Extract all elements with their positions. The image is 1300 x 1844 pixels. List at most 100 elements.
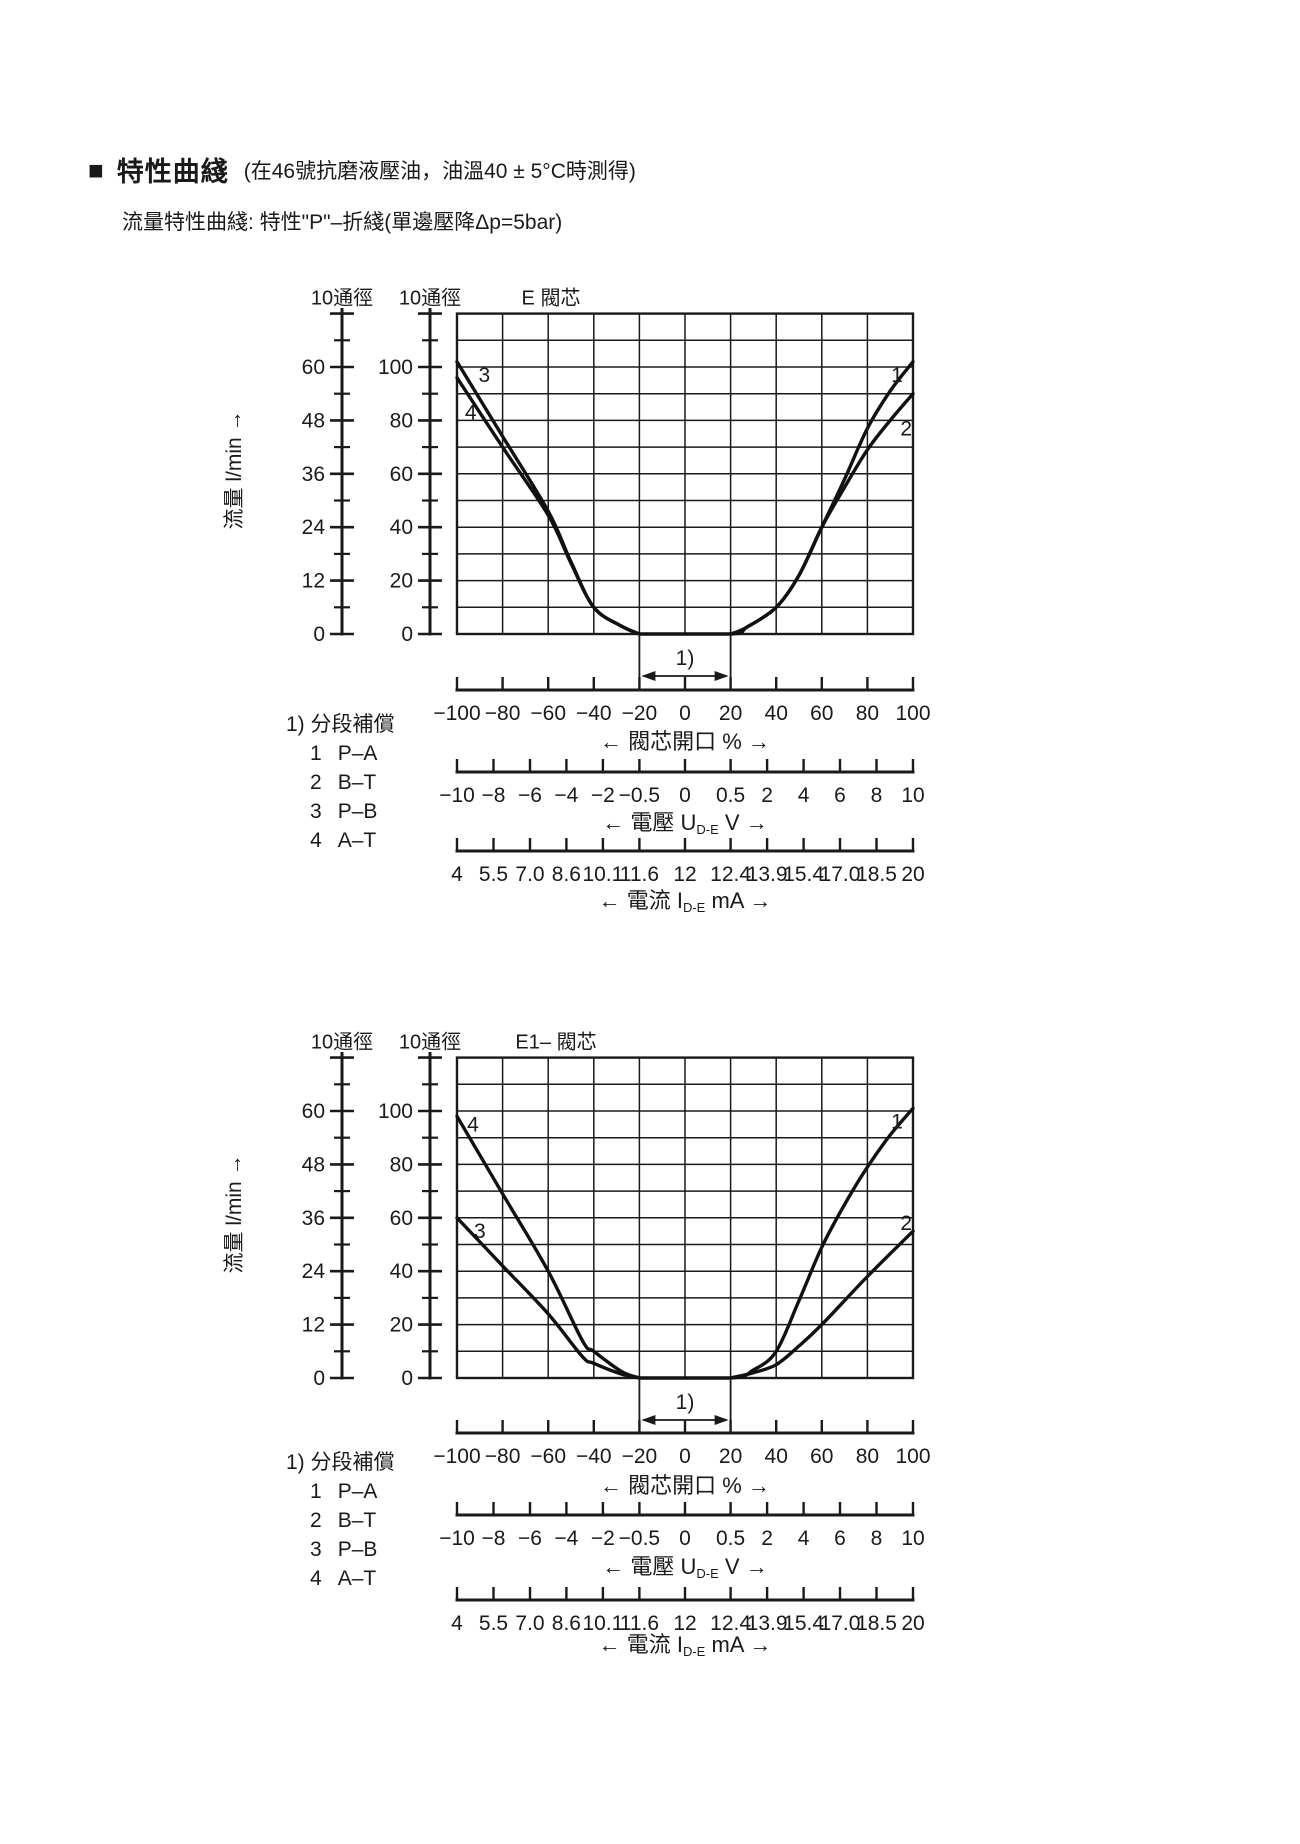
curve-3 [455,1216,642,1380]
x-axis-tick-label: 7.0 [515,863,544,886]
legend-item-num: 3 [310,800,322,823]
legend-item: 3 P–B [286,1535,395,1564]
legend-title: 1) 分段補償 [286,713,395,736]
x-axis-tick-label: −8 [482,784,506,807]
x-axis-tick-label: 100 [895,1445,930,1468]
x-axis-tick-label: 13.9 [747,1612,788,1635]
x-axis-tick-label: 18.5 [856,863,897,886]
chart-title: E1– 閥芯 [515,1031,597,1054]
legend-item-label: P–A [337,742,378,765]
x-axis-tick-label: −4 [554,784,578,807]
scale-tick-label: 0 [313,1367,325,1390]
legend-item-label: B–T [337,1509,377,1532]
x-axis-tick-label: 2 [761,784,773,807]
curve-4 [455,376,642,636]
x-axis-tick-label: 100 [895,702,930,725]
x-axis-tick-label: 4 [451,863,463,886]
curve-2 [728,1229,915,1380]
scale-tick-label: 36 [302,463,325,486]
legend-item-label: B–T [337,771,377,794]
scale-tick-label: 60 [390,463,413,486]
x-axis-tick-label: −100 [433,702,480,725]
x-axis-tick-label: −6 [518,784,542,807]
x-axis-tick-label: 8.6 [552,863,581,886]
scale-header-pct: 10通徑 [398,1031,462,1054]
x-axis-tick-label: −10 [439,784,475,807]
curve-label-1: 1 [891,1111,903,1134]
scale-tick-label: 80 [390,1153,413,1176]
x-axis-title-opening: ← 閥芯開口 % → [600,729,770,754]
x-axis-tick-label: 11.6 [620,1612,659,1635]
y-axis-label: 流量 l/min → [223,410,246,530]
subtitle: 流量特性曲綫: 特性"P"–折綫(單邊壓降Δp=5bar) [122,211,563,234]
scale-tick-label: 24 [302,1260,326,1283]
curve-label-4: 4 [465,401,477,424]
scale-tick-label: 80 [390,409,413,432]
legend: 1) 分段補償 1 P–A 2 B–T 3 P–B 4 A–T [286,1448,395,1593]
y-axis-label: 流量 l/min → [223,1154,246,1274]
scale-tick-label: 12 [302,570,325,593]
x-axis-tick-label: 0 [679,1445,691,1468]
legend-item: 4 A–T [286,826,395,855]
legend-item-label: P–B [337,800,378,823]
legend-item-label: P–B [337,1538,378,1561]
x-axis-tick-label: 4 [798,784,810,807]
legend-item-num: 4 [310,1567,322,1590]
x-axis-tick-label: −80 [485,702,521,725]
x-axis-tick-label: 7.0 [515,1612,544,1635]
curve-label-2: 2 [900,417,912,440]
x-axis-tick-label: 60 [810,702,833,725]
x-axis-tick-label: 12.4 [710,1612,751,1635]
x-axis-tick-label: 12.4 [710,863,751,886]
x-axis-tick-label: 15.4 [783,1612,824,1635]
x-axis-tick-label: 10.1 [582,863,623,886]
x-axis-tick-label: 13.9 [747,863,788,886]
curve-4 [455,1114,642,1380]
scale-tick-label: 48 [302,1153,325,1176]
curve-label-1: 1 [891,364,903,387]
x-axis-tick-label: 12 [673,1612,696,1635]
legend-item-num: 4 [310,829,322,852]
scale-tick-label: 40 [390,1260,413,1283]
legend-item: 2 B–T [286,768,395,797]
x-axis-tick-label: −2 [591,1527,615,1550]
curve-label-3: 3 [474,1220,486,1243]
scale-tick-label: 36 [302,1207,325,1230]
curve-label-2: 2 [900,1212,912,1235]
x-axis-tick-label: 18.5 [856,1612,897,1635]
x-axis-tick-label: 17.0 [820,1612,861,1635]
x-axis-title-current: ← 電流 ID-E mA → [598,888,772,915]
scale-tick-label: 100 [378,356,413,379]
legend-item: 4 A–T [286,1564,395,1593]
legend-item-num: 2 [310,1509,322,1532]
x-axis-tick-label: −6 [518,1527,542,1550]
section-bullet-icon: ■ [88,154,104,185]
legend-item-num: 3 [310,1538,322,1561]
annotation-label: 1) [676,1391,695,1414]
page-title-note: (在46號抗磨液壓油，油溫40 ± 5°C時測得) [243,159,636,183]
scale-tick-label: 40 [390,516,413,539]
x-axis-tick-label: 10 [901,1527,924,1550]
legend-item: 3 P–B [286,797,395,826]
x-axis-tick-label: 10 [901,784,924,807]
x-axis-tick-label: −4 [554,1527,578,1550]
scale-tick-label: 24 [302,516,326,539]
x-axis-tick-label: 5.5 [479,863,508,886]
x-axis-tick-label: 5.5 [479,1612,508,1635]
curve-label-3: 3 [479,364,491,387]
x-axis-tick-label: 17.0 [820,863,861,886]
scale-tick-label: 0 [401,1367,413,1390]
legend-item-num: 2 [310,771,322,794]
legend-item: 2 B–T [286,1506,395,1535]
x-axis-tick-label: 20 [719,702,742,725]
x-axis-tick-label: 8 [871,1527,883,1550]
x-axis-tick-label: −40 [576,702,612,725]
arrow-left-icon [641,1415,656,1425]
x-axis-tick-label: 40 [765,1445,788,1468]
x-axis-tick-label: 0 [679,1527,691,1550]
scale-tick-label: 20 [390,570,413,593]
x-axis-tick-label: 6 [834,784,846,807]
x-axis-tick-label: 15.4 [783,863,824,886]
